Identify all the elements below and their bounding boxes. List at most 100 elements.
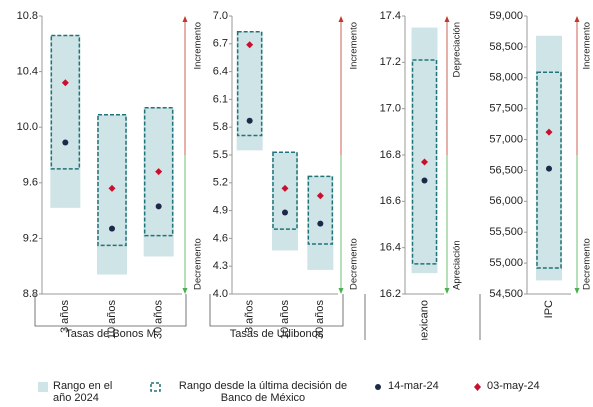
arrow-head [338, 288, 344, 294]
marker-14-mar [421, 177, 428, 184]
y-tick-label: 4.0 [213, 288, 228, 300]
annotation: Incremento [582, 22, 593, 70]
y-tick-label: 4.9 [213, 205, 228, 217]
marker-03-may [545, 128, 553, 136]
marker-14-mar [546, 165, 552, 172]
annotation: Decremento [349, 238, 360, 290]
group-label: Tasas de Udibonos [230, 328, 324, 340]
legend-swatch [150, 382, 161, 395]
y-tick-label: 7.0 [213, 10, 228, 22]
legend-label: Rango en el año 2024 [53, 380, 113, 404]
marker-03-may [108, 184, 116, 192]
y-tick-label: 55,000 [489, 257, 523, 269]
y-tick-label: 9.6 [23, 177, 38, 189]
marker-03-may [246, 41, 254, 49]
arrow-head [574, 16, 580, 22]
y-tick-label: 5.2 [213, 177, 228, 189]
x-tick-label: Peso mexicano [418, 300, 430, 340]
group-bracket [34, 294, 187, 327]
marker-03-may [316, 192, 324, 200]
arrow-head [182, 288, 188, 294]
y-tick-label: 16.8 [380, 149, 401, 161]
legend-swatch [373, 382, 383, 395]
y-tick-label: 17.2 [380, 56, 401, 68]
marker-14-mar [246, 117, 253, 124]
x-tick-label: 3 años [59, 300, 71, 334]
x-tick-label: 10 años [106, 300, 118, 340]
y-tick-label: 57,500 [489, 103, 523, 115]
y-tick-label: 56,500 [489, 164, 523, 176]
legend-item: 03-may-24 [473, 380, 583, 395]
y-tick-label: 9.2 [23, 232, 38, 244]
marker-14-mar [109, 225, 115, 232]
marker-14-mar [62, 139, 69, 146]
range-since-decision [236, 31, 263, 137]
marker-03-may [61, 79, 69, 87]
y-tick-label: 6.4 [213, 66, 228, 78]
range-2024 [50, 35, 81, 208]
annotation: Decremento [193, 238, 204, 290]
range-since-decision [97, 113, 127, 247]
range-since-decision [50, 34, 81, 170]
y-tick-label: 5.5 [213, 149, 228, 161]
y-tick-label: 4.3 [213, 260, 228, 272]
annotation: Decremento [582, 238, 593, 290]
marker-14-mar [282, 209, 288, 216]
y-tick-label: 55,500 [489, 226, 523, 238]
y-tick-label: 10.0 [17, 121, 38, 133]
range-since-decision [411, 59, 438, 265]
arrow-head [574, 288, 580, 294]
y-tick-label: 16.4 [380, 242, 401, 254]
annotation: Incremento [193, 22, 204, 70]
y-tick-label: 58,500 [489, 41, 523, 53]
marker-03-may [155, 168, 163, 176]
y-tick-label: 6.1 [213, 93, 228, 105]
annotation: Depreciación [452, 22, 463, 77]
y-tick-label: 59,000 [489, 10, 523, 22]
range-2024 [143, 107, 174, 257]
y-tick-label: 8.8 [23, 288, 38, 300]
arrow-head [444, 16, 450, 22]
range-since-decision [143, 106, 174, 237]
x-tick-label: 30 años [153, 300, 165, 340]
arrow-head [444, 288, 450, 294]
x-tick-label: 30 años [314, 300, 326, 340]
y-tick-label: 56,000 [489, 195, 523, 207]
y-tick-label: 4.6 [213, 232, 228, 244]
marker-03-may [281, 184, 289, 192]
y-tick-label: 58,000 [489, 72, 523, 84]
legend-label: 14-mar-24 [388, 380, 439, 392]
y-tick-label: 54,500 [489, 288, 523, 300]
arrow-head [182, 16, 188, 22]
marker-03-may [421, 158, 428, 166]
y-tick-label: 16.2 [380, 288, 401, 300]
range-2024 [272, 152, 298, 251]
y-tick-label: 17.0 [380, 103, 401, 115]
legend-item: 14-mar-24 [373, 380, 463, 395]
chart: 8.8 9.2 9.6 10.0 10.4 10.8 3 años 10 años 30 año… [17, 10, 593, 375]
legend-item: Rango desde la última decisión de Banco … [150, 380, 360, 404]
arrow-head [338, 16, 344, 22]
range-2024 [411, 27, 438, 274]
group-bracket [209, 294, 344, 327]
range-since-decision [307, 175, 334, 245]
marker-14-mar [155, 203, 162, 210]
y-tick-label: 10.8 [17, 10, 38, 22]
y-tick-label: 6.7 [213, 38, 228, 50]
y-tick-label: 16.6 [380, 195, 401, 207]
y-tick-label: 57,000 [489, 133, 523, 145]
x-tick-label: 3 años [244, 300, 256, 334]
range-since-decision [272, 151, 298, 230]
y-tick-label: 10.4 [17, 66, 38, 78]
annotation: Incremento [349, 22, 360, 70]
y-tick-label: 17.4 [380, 10, 401, 22]
marker-14-mar [317, 220, 324, 227]
range-since-decision [536, 71, 562, 269]
group-label: Tasas de Bonos M [65, 328, 156, 340]
range-2024 [536, 35, 562, 281]
x-tick-label: 10 años [279, 300, 291, 340]
legend-swatch [38, 382, 48, 395]
x-tick-label: IPC [543, 300, 555, 318]
annotation: Apreciación [452, 240, 463, 290]
